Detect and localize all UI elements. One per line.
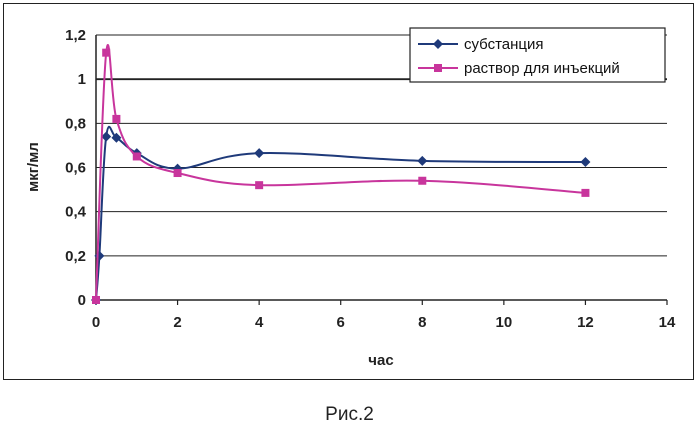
data-point-injection (581, 189, 589, 197)
y-tick-label: 1,2 (65, 27, 86, 44)
x-tick-label: 0 (92, 314, 100, 331)
legend: субстанция раствор для инъекций (410, 28, 665, 82)
figure-caption: Рис.2 (0, 404, 699, 426)
x-tick-label: 12 (577, 314, 594, 331)
y-axis-label: мкг/мл (25, 142, 42, 192)
y-tick-label: 0,2 (65, 248, 86, 265)
x-tick-label: 4 (255, 314, 264, 331)
y-tick-label: 1 (78, 71, 86, 88)
x-tick-label: 6 (337, 314, 345, 331)
y-tick-label: 0,8 (65, 115, 86, 132)
data-point-injection (174, 169, 182, 177)
legend-marker-injection (434, 64, 442, 72)
x-axis-label: час (368, 352, 393, 369)
data-point-injection (255, 181, 263, 189)
x-tick-labels: 0 2 4 6 8 10 12 14 (92, 314, 676, 331)
y-tick-label: 0 (78, 292, 86, 309)
x-tick-label: 10 (496, 314, 513, 331)
legend-label-injection: раствор для инъекций (464, 60, 620, 77)
data-point-injection (133, 152, 141, 160)
y-tick-labels: 0 0,2 0,4 0,6 0,8 1 1,2 (65, 27, 87, 309)
data-point-injection (418, 177, 426, 185)
x-tick-label: 14 (659, 314, 676, 331)
x-tick-label: 8 (418, 314, 426, 331)
y-tick-label: 0,6 (65, 160, 86, 177)
data-point-injection (102, 49, 110, 57)
x-tick-label: 2 (173, 314, 181, 331)
y-tick-label: 0,4 (65, 204, 87, 221)
data-point-injection (92, 296, 100, 304)
data-point-injection (112, 115, 120, 123)
line-chart: 0 0,2 0,4 0,6 0,8 1 1,2 0 2 4 6 8 10 12 14 мкг/мл час… (0, 0, 699, 400)
legend-label-substance: субстанция (464, 36, 544, 53)
